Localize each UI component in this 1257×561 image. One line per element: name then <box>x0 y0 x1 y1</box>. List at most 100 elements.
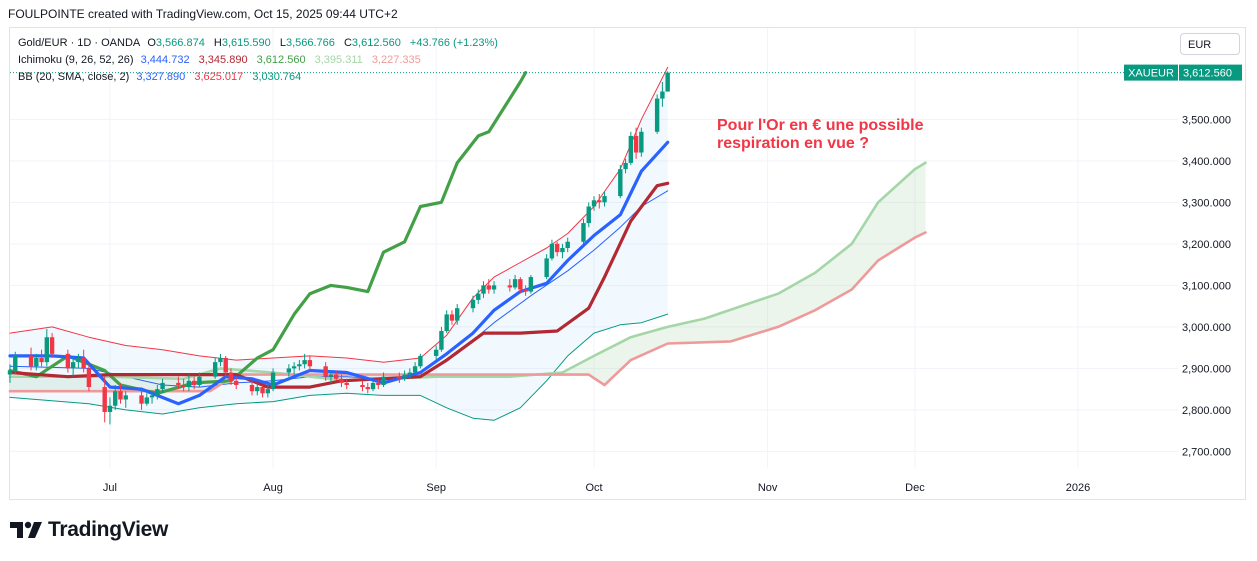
candle-body <box>234 380 239 385</box>
cloud-fill <box>10 162 926 392</box>
candle-body <box>365 387 370 390</box>
candle <box>181 378 186 392</box>
candle-body <box>291 366 297 369</box>
candle-body <box>249 384 255 392</box>
candle-body <box>155 389 160 396</box>
candle <box>518 277 523 294</box>
candle-body <box>597 200 602 203</box>
tradingview-logo-icon <box>10 521 42 538</box>
candle-body <box>660 91 665 99</box>
ichimoku-span-b-value: 3,227.335 <box>371 54 421 66</box>
candle <box>591 196 597 211</box>
candle-body <box>339 378 344 383</box>
price-label: XAUEUR 3,612.560 <box>1124 64 1242 81</box>
candle-body <box>370 382 376 390</box>
candle <box>328 370 334 383</box>
candle <box>102 376 107 423</box>
candle-body <box>628 135 634 163</box>
candle-body <box>412 366 418 373</box>
candle <box>65 349 71 373</box>
candle-body <box>618 169 623 197</box>
candle <box>118 382 123 404</box>
candle-body <box>407 372 413 375</box>
candle <box>176 376 181 390</box>
candle-body <box>139 395 144 404</box>
candle <box>44 328 50 367</box>
candle-body <box>49 337 55 354</box>
x-tick-label: 2026 <box>1066 482 1090 494</box>
ichimoku-tenkan-value: 3,444.732 <box>140 54 190 66</box>
candle-body <box>323 366 328 377</box>
candle-body <box>65 353 71 369</box>
candle-body <box>491 285 497 290</box>
candle <box>560 243 565 259</box>
annotation-line-1: Pour l'Or en € une possible <box>717 117 924 134</box>
candle-body <box>123 395 128 400</box>
candle <box>470 295 476 313</box>
legend-ichimoku-row: Ichimoku (9, 26, 52, 26) 3,444.732 3,345… <box>18 52 504 69</box>
low-value: 3,566.766 <box>285 37 335 49</box>
candle <box>13 351 18 375</box>
change-value: +43.766 (+1.23%) <box>409 37 498 49</box>
candle <box>491 281 497 294</box>
ichimoku-span-a-value: 3,395.311 <box>314 54 363 66</box>
candle <box>113 384 118 410</box>
candle-body <box>265 389 271 394</box>
candle <box>339 374 344 388</box>
close-value: 3,612.560 <box>351 37 401 49</box>
series-bblower <box>9 313 669 421</box>
y-tick-label: 3,100.000 <box>1182 280 1231 292</box>
candle-body <box>297 364 302 367</box>
candle <box>265 382 271 398</box>
x-tick-label: Sep <box>426 482 446 494</box>
candle <box>255 382 260 396</box>
candle <box>433 345 439 361</box>
candle-body <box>402 374 407 379</box>
open-value: 3,566.874 <box>155 37 205 49</box>
tradingview-footer: TradingView <box>10 518 168 542</box>
candle-body <box>181 384 186 388</box>
candle-body <box>470 299 476 309</box>
candle <box>228 368 234 385</box>
annotation-text: Pour l'Or en € une possible respiration … <box>717 117 924 153</box>
candle <box>107 397 113 425</box>
candle <box>402 370 407 381</box>
y-tick-label: 2,800.000 <box>1182 405 1231 417</box>
candle <box>481 281 486 298</box>
candle-body <box>591 200 597 207</box>
series-spanb <box>8 231 927 393</box>
high-label: H <box>213 37 222 49</box>
candle-body <box>102 387 107 412</box>
candle <box>144 393 149 406</box>
candle <box>412 362 418 375</box>
candle <box>186 374 192 392</box>
candle <box>565 237 570 253</box>
price-label-value-bg <box>1179 64 1242 81</box>
candle <box>160 378 165 394</box>
x-tick-label: Nov <box>758 482 778 494</box>
candle <box>512 274 518 290</box>
candle-body <box>523 289 528 292</box>
candle <box>660 81 665 107</box>
candle <box>444 310 449 334</box>
bb-upper-value: 3,625.017 <box>194 71 244 83</box>
y-tick-label: 3,400.000 <box>1182 156 1231 168</box>
candles <box>7 71 670 425</box>
close-label: C <box>343 37 352 49</box>
currency-selector[interactable]: EUR <box>1180 33 1240 55</box>
candle <box>381 372 386 388</box>
candle <box>449 310 455 325</box>
y-tick-label: 3,300.000 <box>1182 197 1231 209</box>
price-label-symbol: XAUEUR <box>1128 68 1174 80</box>
x-tick-label: Dec <box>905 482 925 494</box>
candle <box>223 355 228 377</box>
candle <box>455 304 460 325</box>
candle <box>344 378 349 390</box>
series-kijun <box>8 181 670 389</box>
candle <box>665 71 670 92</box>
candle <box>155 384 160 400</box>
candle-body <box>28 355 34 367</box>
candle-body <box>223 358 228 373</box>
candle-body <box>76 358 81 363</box>
